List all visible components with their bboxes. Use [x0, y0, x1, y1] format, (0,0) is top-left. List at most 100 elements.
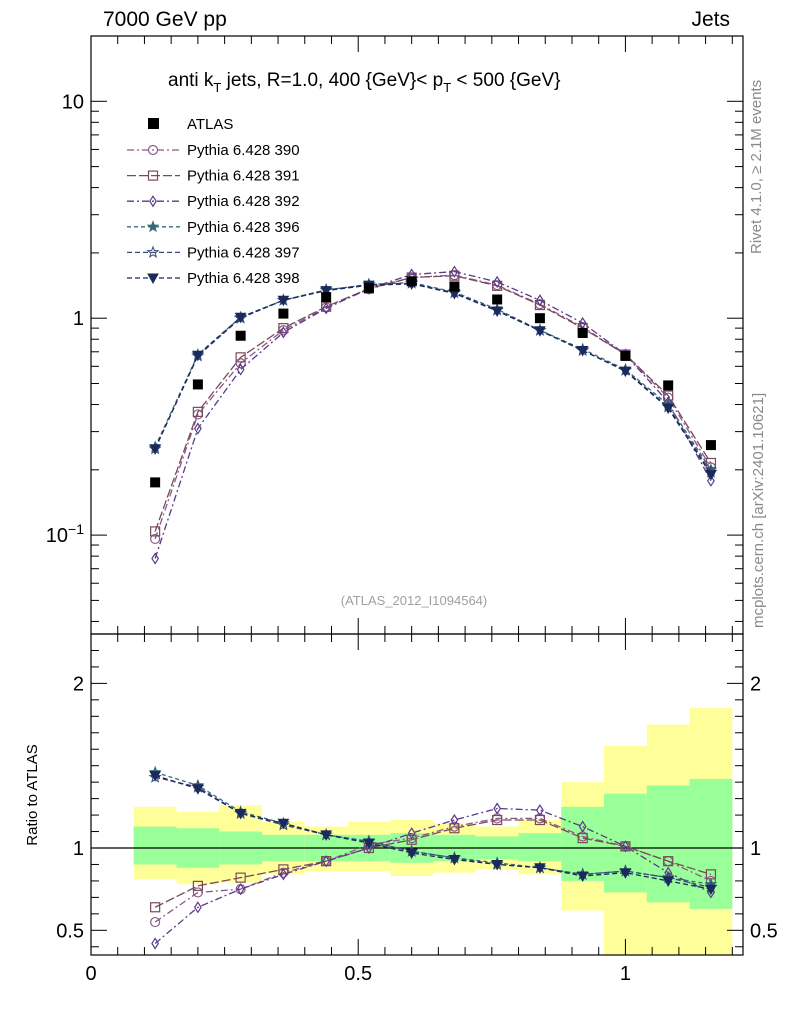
pythia-398-ratio-point [705, 884, 717, 896]
atlas-point [235, 330, 246, 341]
legend-atlas-marker [148, 118, 159, 129]
pythia-392-point [322, 302, 331, 315]
pythia-391-ratio-point [278, 864, 289, 875]
main-y-tick-label: 10−1 [46, 521, 84, 547]
legend: ATLAS Pythia 6.428 390 Pythia 6.428 391 Pyt… [127, 116, 300, 287]
pythia-392-point [536, 294, 544, 307]
energy-label: 7000 GeV pp [103, 8, 227, 31]
legend-pythia-396-marker [146, 220, 160, 233]
ratio-axis-label: Ratio to ATLAS [24, 744, 41, 845]
pythia-392-point [707, 474, 715, 487]
pythia-390-ratio-point [150, 916, 161, 928]
pythia-391-ratio-point [663, 856, 674, 867]
mcplots-reference-label: mcplots.cern.ch [arXiv:2401.10621] [750, 393, 767, 628]
legend-pythia-397-label: Pythia 6.428 397 [187, 244, 300, 261]
pythia-390-ratio-point [192, 887, 203, 898]
ratio-uncertainty-bands [133, 708, 733, 955]
pythia-391-ratio-point [235, 872, 246, 883]
pythia-392-ratio-point [322, 855, 331, 868]
rivet-version-label: Rivet 4.1.0, ≥ 2.1M events [748, 80, 765, 254]
main-y-tick-label: 10 [62, 91, 84, 113]
legend-pythia-392-label: Pythia 6.428 392 [187, 193, 300, 210]
legend-pythia-396-label: Pythia 6.428 396 [187, 219, 300, 236]
atlas-point [150, 477, 161, 488]
x-tick-label: 0.5 [344, 963, 372, 985]
pythia-398-ratio-line [154, 774, 712, 890]
atlas-point [321, 292, 332, 303]
pythia-391-ratio-point [192, 880, 203, 891]
pythia-392-ratio-point [279, 868, 288, 881]
pythia-398-point [234, 312, 247, 324]
atlas-point [620, 350, 631, 361]
pythia-398-point [534, 326, 546, 337]
chart-title: anti kT jets, R=1.0, 400 {GeV}< pT < 500… [168, 70, 561, 95]
pythia-392-point [151, 552, 160, 565]
pythia-398-point [576, 345, 589, 357]
pythia-398-ratio-point [192, 784, 204, 795]
pythia-392-ratio-point [536, 804, 544, 817]
ratio-series [148, 765, 718, 950]
pythia-392-ratio-point [450, 813, 459, 827]
atlas-point [363, 282, 374, 293]
legend-pythia-397-marker [146, 245, 160, 259]
legend-pythia-391-marker [147, 170, 159, 181]
pythia-398-ratio-point [576, 871, 589, 883]
legend-pythia-390-label: Pythia 6.428 390 [187, 142, 300, 159]
pythia-391-point [192, 406, 203, 417]
pythia-398-point [320, 286, 332, 297]
ratio-y-tick-label-right: 1 [750, 838, 761, 860]
atlas-point [449, 281, 460, 292]
pythia-392-point [193, 422, 202, 435]
atlas-point [577, 327, 588, 338]
analysis-watermark: (ATLAS_2012_I1094564) [341, 593, 487, 608]
pythia-392-ratio-point [364, 841, 373, 855]
pythia-390-ratio-line [154, 817, 712, 923]
pythia-392-line [154, 270, 712, 559]
legend-pythia-398-marker [147, 273, 159, 285]
ratio-band-green [518, 833, 562, 862]
pythia-391-ratio-point [449, 823, 460, 834]
pythia-392-ratio-point [621, 840, 630, 853]
pythia-390-point [150, 533, 161, 545]
ratio-plot-frame [90, 633, 744, 956]
pythia-391-ratio-point [150, 902, 161, 913]
atlas-point [192, 379, 203, 390]
pythia-392-point [279, 326, 288, 339]
atlas-point [406, 276, 417, 287]
main-y-tick-label: 1 [73, 308, 84, 330]
pythia-398-ratio-point [619, 868, 632, 879]
pythia-398-ratio-point [491, 859, 504, 871]
pythia-392-ratio-point [151, 937, 160, 950]
ratio-y-tick-label: 0.5 [56, 920, 84, 942]
pythia-391-ratio-point [577, 833, 588, 844]
legend-pythia-398-label: Pythia 6.428 398 [187, 270, 300, 287]
pythia-397-line [154, 282, 712, 473]
ratio-y-tick-label-right: 0.5 [750, 920, 778, 942]
legend-pythia-390-marker [147, 144, 159, 156]
pythia-392-ratio-line [154, 807, 712, 944]
pythia-398-ratio-point [320, 830, 332, 841]
atlas-point [705, 440, 716, 451]
pythia-392-ratio-point [578, 820, 587, 833]
pythia-392-ratio-point [407, 827, 416, 840]
pythia-391-point [235, 352, 246, 363]
pythia-398-ratio-point [534, 863, 546, 874]
pythia-391-point [492, 280, 503, 291]
pythia-398-ratio-point [405, 848, 418, 859]
pythia-398-point [277, 295, 290, 307]
pythia-398-ratio-point [662, 876, 675, 887]
atlas-point [534, 313, 545, 324]
pythia-392-point [450, 265, 459, 278]
pythia-391-ratio-point [492, 814, 503, 826]
pythia-392-ratio-point [236, 883, 245, 896]
pythia-398-point [491, 306, 504, 317]
legend-pythia-392-marker [149, 195, 157, 208]
pythia-398-ratio-point [363, 838, 375, 850]
pythia-398-ratio-point [277, 818, 290, 830]
x-tick-label: 0 [85, 963, 96, 985]
atlas-point [278, 308, 289, 319]
ratio-y-tick-label: 1 [73, 838, 84, 860]
pythia-392-point [236, 363, 245, 376]
